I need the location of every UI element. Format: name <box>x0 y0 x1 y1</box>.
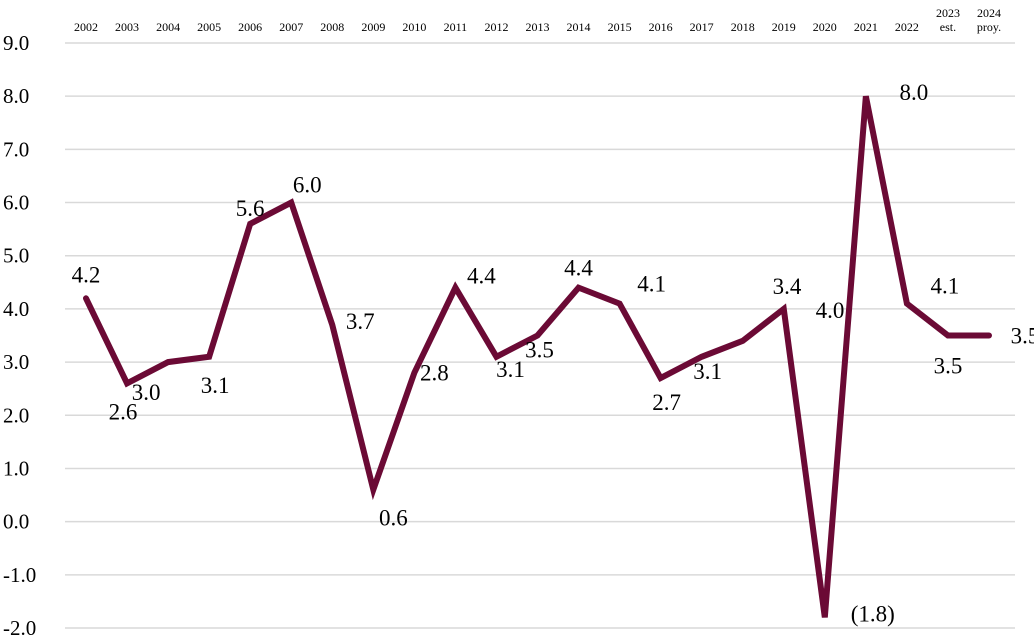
x-tick-label: 2024 <box>977 6 1001 20</box>
data-label: (1.8) <box>851 601 895 626</box>
x-tick-label: 2017 <box>690 20 714 34</box>
data-label: 8.0 <box>899 80 928 105</box>
x-tick-label: 2008 <box>320 20 344 34</box>
x-tick-label: 2015 <box>608 20 632 34</box>
x-tick-label: 2013 <box>525 20 549 34</box>
data-label: 3.1 <box>201 373 230 398</box>
x-tick-label: proy. <box>977 20 1001 34</box>
y-tick-label: 3.0 <box>3 350 29 374</box>
x-tick-label: 2002 <box>74 20 98 34</box>
data-label: 3.1 <box>693 359 722 384</box>
data-label: 3.5 <box>525 338 554 363</box>
x-tick-label: 2022 <box>895 20 919 34</box>
x-tick-label: 2004 <box>156 20 180 34</box>
y-tick-label: -2.0 <box>3 616 36 636</box>
x-tick-label: 2012 <box>484 20 508 34</box>
y-tick-label: 0.0 <box>3 510 29 534</box>
x-tick-label: 2023 <box>936 6 960 20</box>
x-tick-label: 2018 <box>731 20 755 34</box>
data-labels: 4.22.63.0 3.15.66.03.70.62.84.43.13.54.44… <box>72 80 1034 626</box>
x-tick-label: 2020 <box>813 20 837 34</box>
data-label: 3.7 <box>346 309 375 334</box>
y-tick-label: 4.0 <box>3 297 29 321</box>
data-label: 0.6 <box>379 506 408 531</box>
x-tick-label: 2021 <box>854 20 878 34</box>
series-group <box>83 95 992 618</box>
x-tick-label: 2005 <box>197 20 221 34</box>
y-tick-label: 8.0 <box>3 84 29 108</box>
data-label: 3.4 <box>773 274 802 299</box>
data-label: 5.6 <box>236 196 265 221</box>
data-label: 3.1 <box>496 357 525 382</box>
x-tick-label: 2016 <box>649 20 673 34</box>
series-line <box>83 95 992 618</box>
x-tick-label: 2003 <box>115 20 139 34</box>
data-label: 4.1 <box>931 274 960 299</box>
data-label: 6.0 <box>293 173 322 198</box>
data-label: 3.5 <box>934 354 963 379</box>
y-tick-label: 1.0 <box>3 456 29 480</box>
x-tick-label: est. <box>940 20 956 34</box>
data-label: 4.4 <box>564 256 593 281</box>
y-tick-label: 9.0 <box>3 31 29 55</box>
x-tick-label: 2011 <box>444 20 468 34</box>
y-tick-label: 6.0 <box>3 191 29 215</box>
x-tick-label: 2006 <box>238 20 262 34</box>
x-tick-label: 2014 <box>567 20 591 34</box>
y-tick-label: -1.0 <box>3 563 36 587</box>
data-label: 4.2 <box>72 262 101 287</box>
data-label: 4.0 <box>816 298 845 323</box>
data-label: 2.8 <box>420 361 449 386</box>
y-tick-label: 2.0 <box>3 403 29 427</box>
data-label: 3.5 <box>1011 324 1034 349</box>
y-tick-label: 7.0 <box>3 137 29 161</box>
x-tick-label: 2010 <box>402 20 426 34</box>
x-axis-ticks: 2002 2003 2004 2005 2006 2007 2008 2009 2010 2011… <box>74 6 1001 34</box>
x-tick-label: 2019 <box>772 20 796 34</box>
data-label: 4.4 <box>467 264 496 289</box>
x-tick-label: 2009 <box>361 20 385 34</box>
data-label: 2.6 <box>109 399 138 424</box>
data-label: 4.1 <box>637 272 666 297</box>
y-tick-label: 5.0 <box>3 244 29 268</box>
y-axis-ticks: 9.0 8.0 7.0 6.0 5.0 4.0 3.0 2.0 1.0 0.0 -1.0 -2.0 <box>3 31 36 636</box>
data-label: 2.7 <box>652 390 681 415</box>
data-label: 3.0 <box>132 380 161 405</box>
x-tick-label: 2007 <box>279 20 303 34</box>
